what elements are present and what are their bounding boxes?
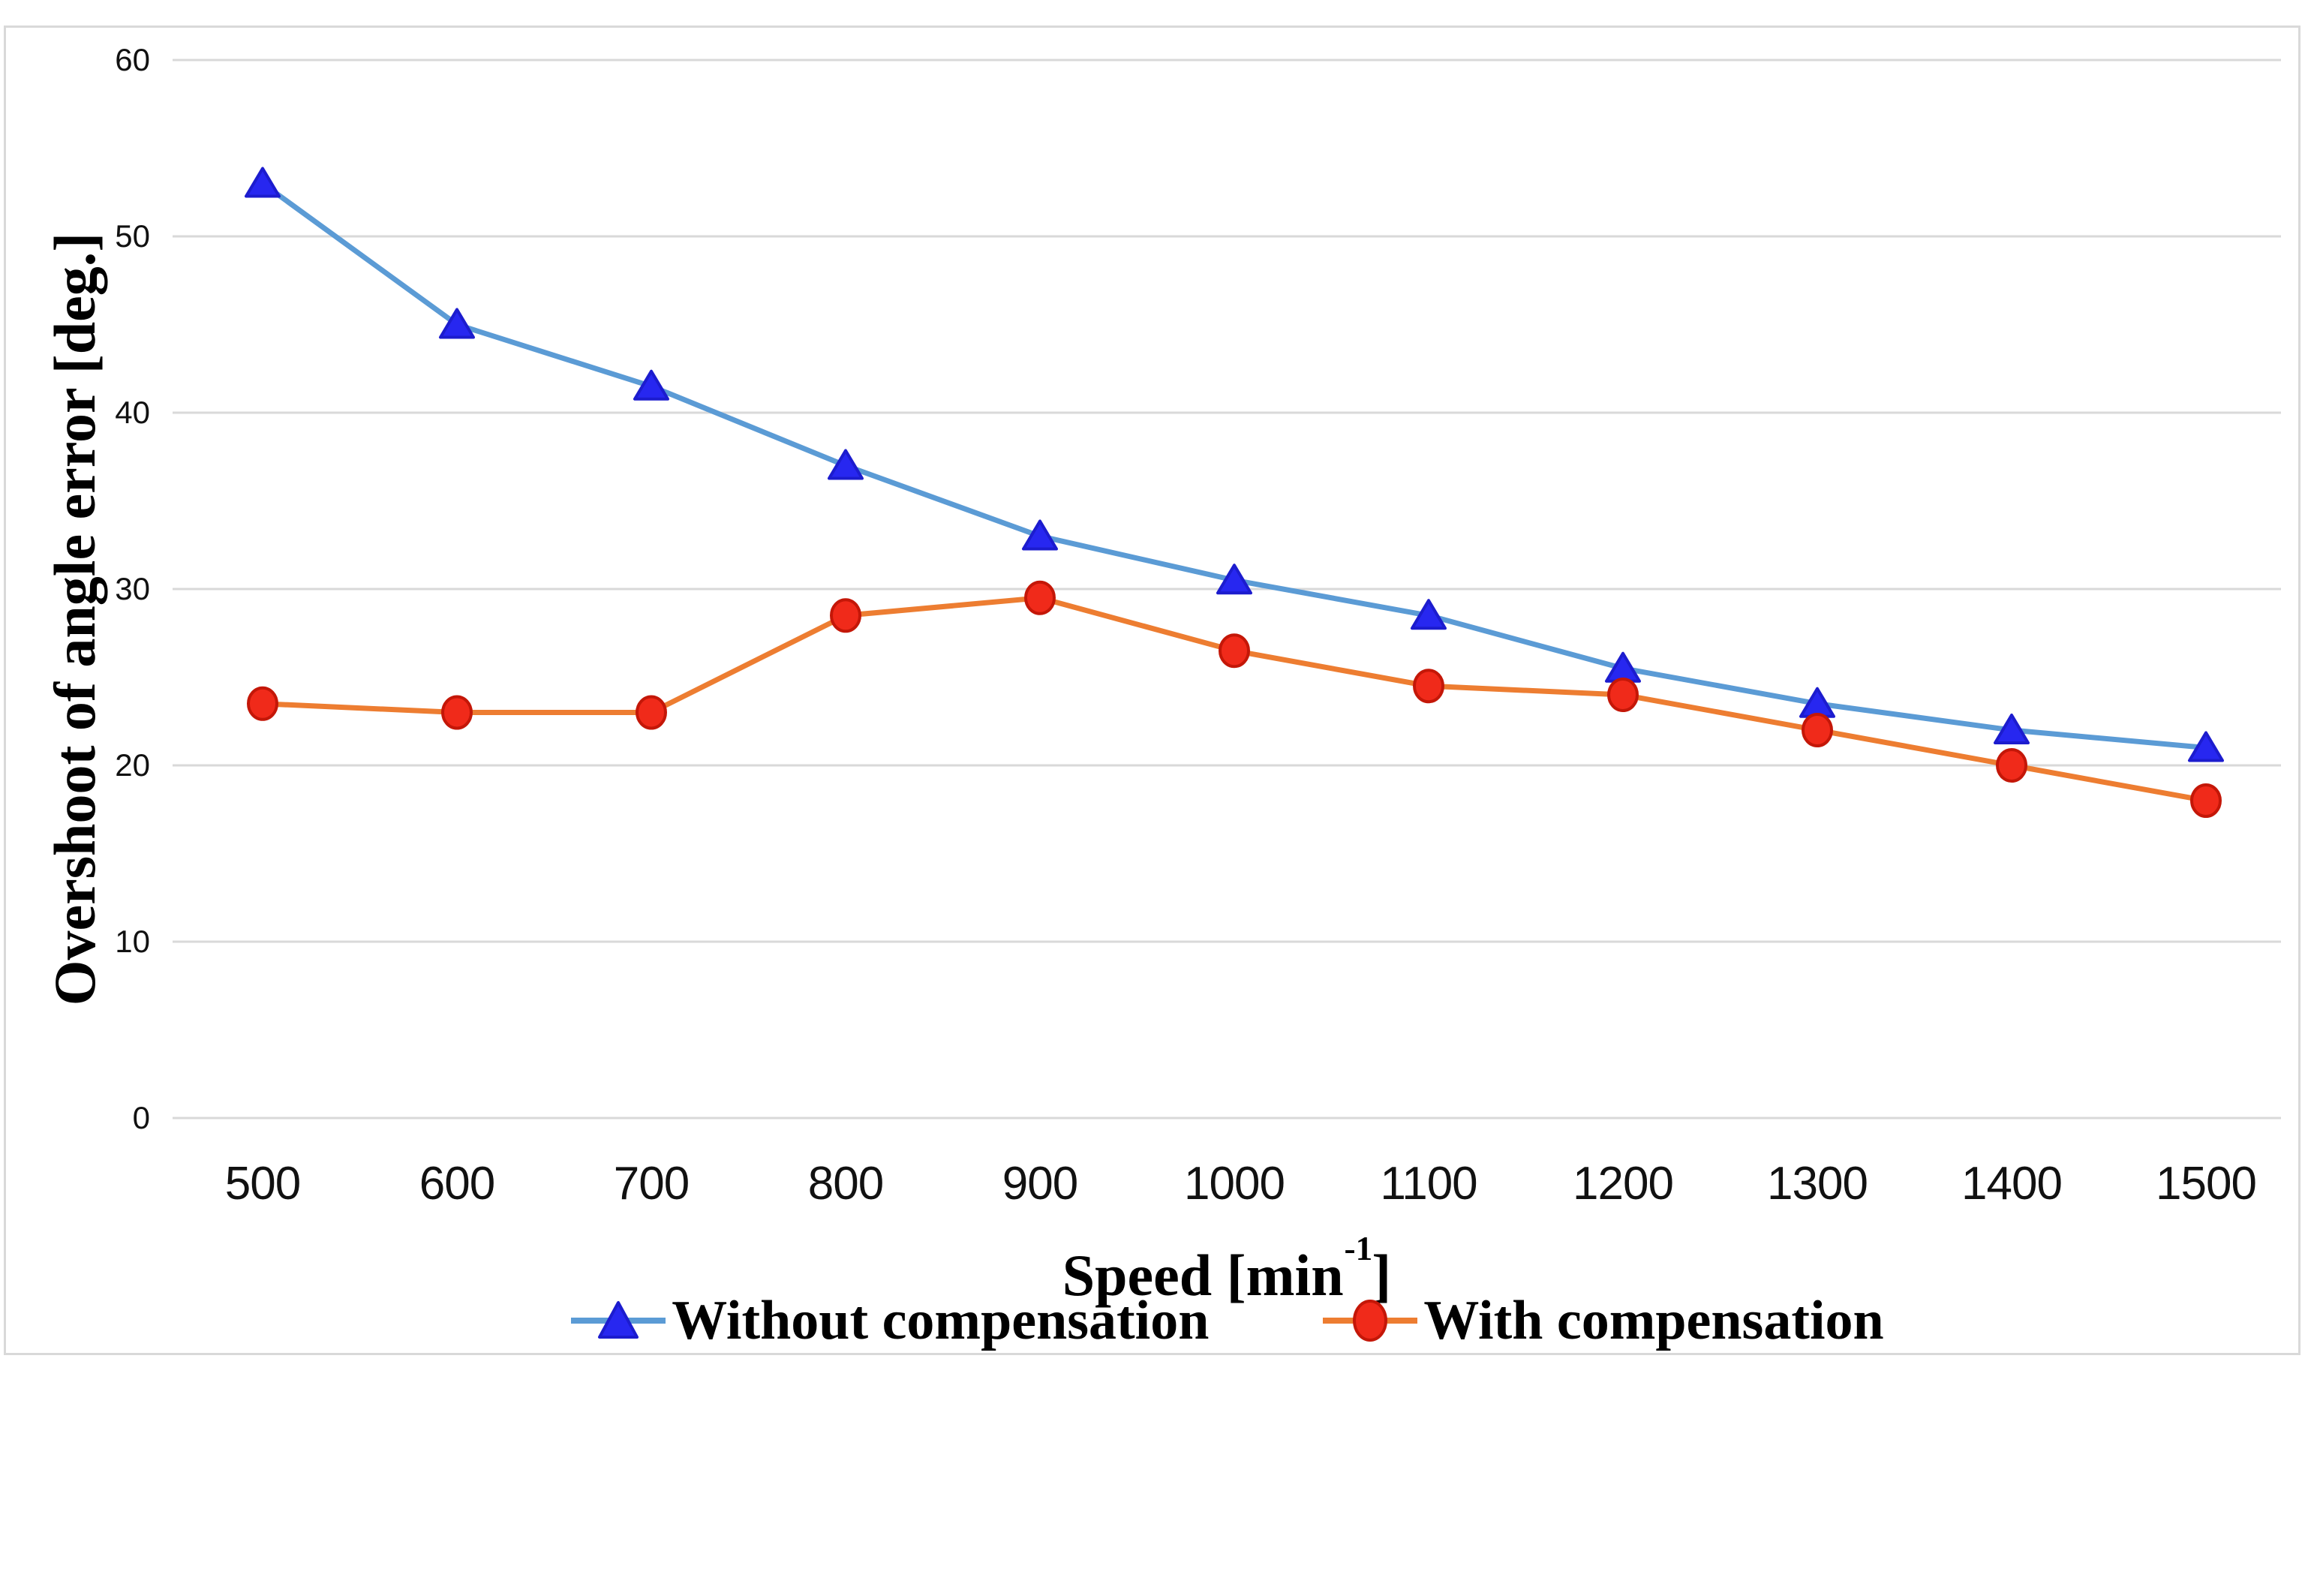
x-axis-title: Speed [min-1] <box>173 1226 2281 1308</box>
triangle-series-legend-marker-icon <box>569 1294 667 1348</box>
data-marker-triangle <box>633 369 669 401</box>
x-tick-label: 500 <box>224 1158 301 1210</box>
x-tick-label: 700 <box>613 1158 690 1210</box>
circle-series-legend-marker-icon <box>1321 1294 1419 1348</box>
series-line-with-compensation <box>260 595 2209 804</box>
data-marker-triangle <box>245 167 281 198</box>
chart-frame <box>4 26 2300 1355</box>
y-tick-label: 40 <box>115 395 150 430</box>
x-tick-label: 1200 <box>1573 1158 1674 1210</box>
x-tick-label: 1100 <box>1380 1158 1477 1210</box>
x-tick-label: 600 <box>419 1158 495 1210</box>
data-marker-triangle <box>1411 599 1447 630</box>
data-marker-circle <box>1219 633 1250 669</box>
data-marker-circle <box>441 695 473 730</box>
y-tick-label: 0 <box>132 1100 150 1135</box>
x-axis-title-superscript: -1 <box>1344 1229 1373 1267</box>
legend-item-with-compensation: With compensation <box>1321 1282 1884 1360</box>
data-marker-circle <box>247 686 278 721</box>
legend-label-without-compensation: Without compensation <box>672 1290 1210 1351</box>
data-marker-triangle <box>1216 564 1252 595</box>
data-marker-circle <box>830 598 861 633</box>
x-axis-title-text: Speed [min <box>1062 1243 1344 1308</box>
data-marker-circle <box>1024 580 1056 615</box>
y-tick-label: 50 <box>115 218 150 254</box>
x-tick-label: 1400 <box>1961 1158 2063 1210</box>
data-marker-triangle <box>1994 714 2030 744</box>
data-marker-circle <box>1607 678 1639 712</box>
data-marker-triangle <box>1022 519 1058 551</box>
data-marker-triangle <box>2188 731 2224 762</box>
data-marker-triangle <box>439 308 475 339</box>
x-tick-label: 800 <box>807 1158 884 1210</box>
data-marker-circle <box>1802 713 1833 747</box>
y-axis-title: Overshoot of angle error [deg.] <box>42 232 107 1006</box>
x-tick-label: 900 <box>1002 1158 1078 1210</box>
legend: Without compensation With compensation <box>173 1282 2281 1360</box>
data-marker-circle <box>1996 748 2027 783</box>
x-tick-label: 1300 <box>1767 1158 1868 1210</box>
data-marker-triangle <box>828 449 864 480</box>
data-marker-circle <box>2190 783 2222 818</box>
x-tick-label: 1500 <box>2156 1158 2257 1210</box>
x-tick-label: 1000 <box>1184 1158 1285 1210</box>
x-axis-title-suffix: ] <box>1372 1243 1392 1308</box>
y-tick-label: 60 <box>115 42 150 77</box>
y-tick-label: 30 <box>115 571 150 606</box>
legend-item-without-compensation: Without compensation <box>569 1282 1209 1360</box>
legend-label-with-compensation: With compensation <box>1423 1290 1884 1351</box>
data-marker-circle <box>1413 669 1444 704</box>
y-tick-label: 10 <box>115 924 150 959</box>
y-tick-label: 20 <box>115 747 150 783</box>
data-marker-circle <box>636 695 667 730</box>
